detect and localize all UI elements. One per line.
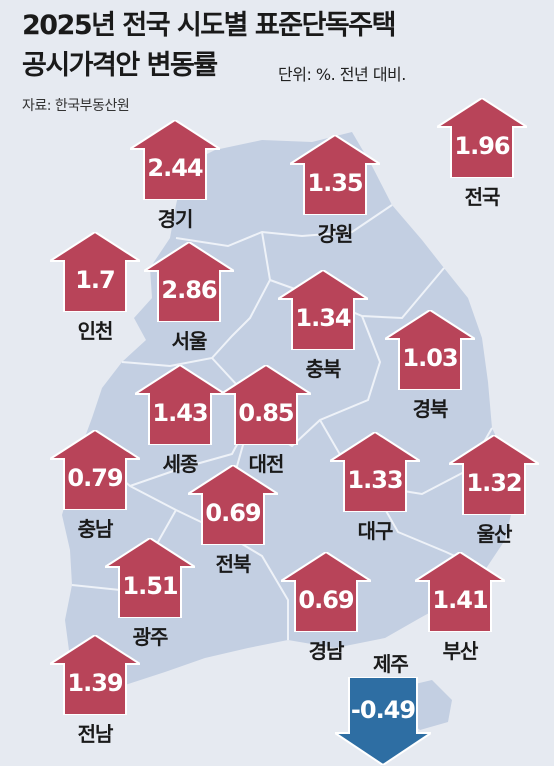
region-name: 세종 [162,452,199,476]
region-marker: 1.41 부산 [415,552,505,663]
up-arrow-icon [105,538,195,618]
up-arrow-icon [415,552,505,632]
region-marker: 1.39 전남 [50,635,140,746]
change-value: 2.44 [147,154,203,182]
region-name: 충북 [305,357,342,381]
region-marker: 1.34 충북 [278,270,368,381]
up-arrow-shape [105,538,195,618]
up-arrow-icon [385,310,475,390]
up-arrow-icon [130,120,220,200]
up-arrow-icon [188,465,278,545]
region-marker: 1.33 대구 [330,432,420,543]
region-name: 서울 [171,329,208,353]
unit-note: 단위: %. 전년 대비. [278,65,406,84]
up-arrow-icon [144,242,234,322]
region-marker: 1.51 광주 [105,538,195,649]
change-value: 0.79 [67,464,123,492]
region-marker: 1.03 경북 [385,310,475,421]
up-arrow-shape [437,98,527,178]
up-arrow-shape [130,120,220,200]
source-note: 자료: 한국부동산원 [22,98,130,114]
change-value: 1.34 [295,304,351,332]
down-arrow-shape [335,677,431,765]
region-name: 부산 [442,639,479,663]
up-arrow-shape [330,432,420,512]
region-marker: 1.32 울산 [449,435,539,546]
region-name: 광주 [132,625,169,649]
region-name: 경남 [308,639,345,663]
up-arrow-shape [50,232,140,312]
up-arrow-icon [281,552,371,632]
up-arrow-shape [50,635,140,715]
region-name: 울산 [476,522,513,546]
change-value: 1.43 [152,399,208,427]
change-value: 0.69 [205,499,261,527]
up-arrow-icon [50,430,140,510]
region-name: 경기 [157,207,194,231]
change-value: 1.35 [307,169,363,197]
title-line-1: 2025년 전국 시도별 표준단독주택 [22,10,396,41]
change-value: 0.69 [298,586,354,614]
up-arrow-shape [281,552,371,632]
region-marker: 2.86 서울 [144,242,234,353]
region-marker: 1.35 강원 [290,135,380,246]
up-arrow-shape [144,242,234,322]
up-arrow-shape [50,430,140,510]
change-value: 1.7 [75,266,116,294]
up-arrow-icon [290,135,380,215]
change-value: 0.85 [238,399,294,427]
region-name: 제주 [373,652,409,676]
up-arrow-shape [188,465,278,545]
change-value: 2.86 [161,276,217,304]
up-arrow-shape [290,135,380,215]
change-value: 1.03 [402,344,458,372]
up-arrow-icon [50,635,140,715]
region-name: 대전 [248,452,285,476]
change-value: 1.32 [466,469,522,497]
region-name: 전국 [464,185,501,209]
region-marker: -0.49 제주 [335,652,431,765]
up-arrow-shape [221,365,311,445]
up-arrow-icon [50,232,140,312]
region-marker: 0.85 대전 [221,365,311,476]
down-arrow-icon [335,677,431,765]
region-name: 대구 [357,519,394,543]
region-name: 전남 [77,722,114,746]
up-arrow-shape [385,310,475,390]
change-value: 1.33 [347,466,403,494]
region-marker: 1.7 인천 [50,232,140,343]
change-value: -0.49 [350,696,416,724]
change-value: 1.96 [454,132,510,160]
region-marker: 1.96 전국 [437,98,527,209]
region-name: 충남 [77,517,114,541]
region-marker: 2.44 경기 [130,120,220,231]
up-arrow-icon [449,435,539,515]
region-name: 전북 [215,552,252,576]
up-arrow-shape [278,270,368,350]
region-marker: 0.69 경남 [281,552,371,663]
region-name: 경북 [412,397,449,421]
up-arrow-icon [221,365,311,445]
up-arrow-icon [437,98,527,178]
change-value: 1.51 [122,572,178,600]
up-arrow-icon [330,432,420,512]
region-marker: 1.43 세종 [135,365,225,476]
region-marker: 0.79 충남 [50,430,140,541]
up-arrow-shape [449,435,539,515]
up-arrow-shape [415,552,505,632]
change-value: 1.39 [67,669,123,697]
region-marker: 0.69 전북 [188,465,278,576]
up-arrow-icon [278,270,368,350]
region-name: 인천 [77,319,114,343]
region-name: 강원 [317,222,354,246]
title-line-2: 공시가격안 변동률 [22,50,218,81]
change-value: 1.41 [432,586,488,614]
